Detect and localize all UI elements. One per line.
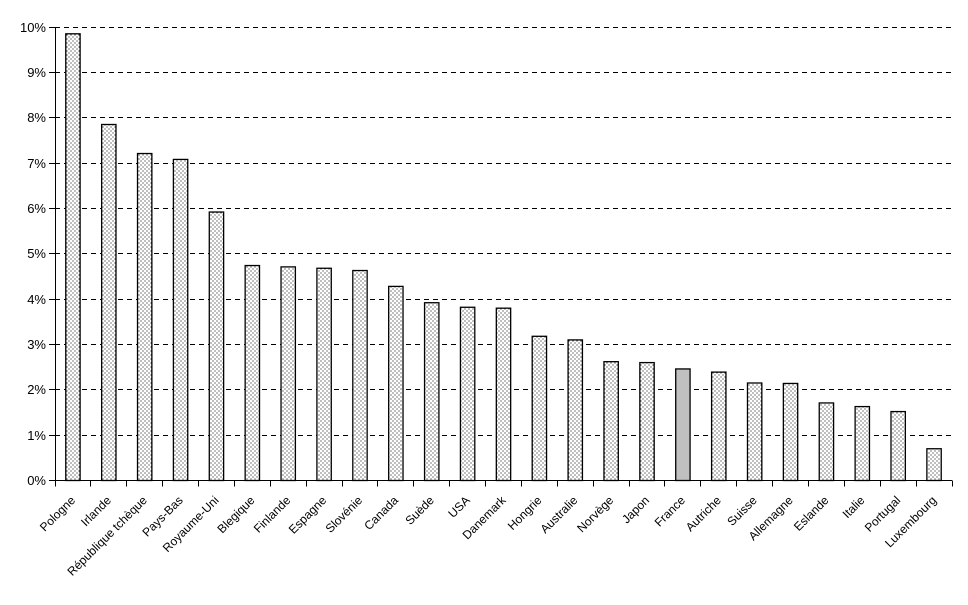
bar [639, 361, 655, 482]
bar [495, 307, 512, 482]
bar [244, 264, 261, 482]
y-tick-label: 8% [27, 110, 46, 125]
bar [316, 267, 332, 482]
bar [100, 123, 117, 482]
bar [172, 158, 189, 482]
x-category-label: USA [445, 493, 472, 520]
y-tick-label: 9% [27, 65, 46, 80]
bar [388, 285, 404, 482]
bar [782, 382, 799, 482]
x-category-label: Canada [361, 493, 401, 533]
y-tick-label: 10% [20, 20, 46, 35]
x-category-label: Pologne [37, 493, 78, 534]
bar [423, 302, 440, 482]
bar [65, 33, 81, 482]
x-category-label: Japon [619, 493, 652, 526]
y-tick-label: 5% [27, 246, 46, 261]
x-category-label: Espagne [286, 493, 330, 537]
bar [567, 339, 584, 482]
bar [208, 211, 225, 482]
bar [603, 361, 619, 482]
y-tick-label: 0% [27, 473, 46, 488]
x-category-label: Suède [402, 493, 437, 528]
bar-highlighted [675, 368, 691, 482]
bar [818, 402, 835, 482]
x-category-label: Eslande [791, 493, 832, 534]
x-category-label: Autriche [683, 493, 724, 534]
y-tick-label: 6% [27, 201, 46, 216]
bar [136, 152, 153, 482]
y-tick-label: 1% [27, 428, 46, 443]
bar [531, 335, 548, 482]
y-tick-label: 7% [27, 156, 46, 171]
bar [854, 405, 871, 482]
bar [890, 410, 907, 482]
bar [926, 448, 942, 482]
bar [710, 371, 727, 482]
bar [746, 382, 763, 482]
x-category-label: Australie [537, 493, 580, 536]
y-tick-label: 3% [27, 337, 46, 352]
bar [352, 269, 368, 482]
x-category-label: Slovénie [323, 493, 366, 536]
x-category-label: Norvège [574, 493, 616, 535]
x-category-label: Blegique [215, 493, 258, 536]
y-tick-label: 2% [27, 382, 46, 397]
bar [459, 306, 476, 482]
bar [280, 266, 297, 482]
x-category-label: Italie [840, 493, 868, 521]
y-tick-label: 4% [27, 292, 46, 307]
